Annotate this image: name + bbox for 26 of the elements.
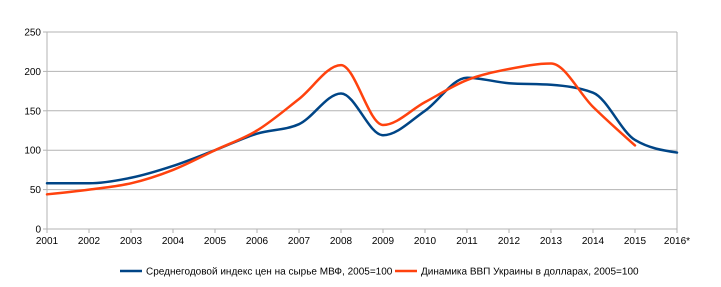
y-tick-label: 150 <box>24 106 42 118</box>
x-tick-label: 2011 <box>456 236 478 247</box>
x-tick-label: 2014 <box>582 236 605 247</box>
x-tick-label: 2005 <box>204 236 227 247</box>
y-tick-label: 200 <box>24 66 42 78</box>
x-tick-label: 2015 <box>624 236 647 247</box>
y-tick-label: 0 <box>35 224 42 236</box>
y-tick-label: 100 <box>24 146 42 157</box>
x-tick-label: 2008 <box>330 236 353 247</box>
x-tick-label: 2004 <box>162 236 185 247</box>
x-tick-label: 2012 <box>498 236 521 247</box>
line-series <box>46 62 636 196</box>
x-tick-label: 2016* <box>664 236 690 247</box>
x-tick-label: 2013 <box>540 236 563 247</box>
legend-label: Динамика ВВП Украины в долларах, 2005=100 <box>421 266 640 278</box>
x-tick-label: 2007 <box>288 236 311 247</box>
x-tick-label: 2009 <box>372 236 395 247</box>
legend-label: Среднегодовой индекс цен на сырье МВФ, 2005=100 <box>146 266 393 278</box>
x-tick-label: 2006 <box>246 236 269 247</box>
y-tick-label: 250 <box>24 28 42 38</box>
line-series <box>46 76 678 185</box>
x-tick-label: 2003 <box>120 236 143 247</box>
x-tick-label: 2002 <box>78 236 101 247</box>
x-tick-label: 2010 <box>414 236 437 247</box>
x-tick-label: 2001 <box>36 236 59 247</box>
y-tick-label: 50 <box>30 185 42 196</box>
